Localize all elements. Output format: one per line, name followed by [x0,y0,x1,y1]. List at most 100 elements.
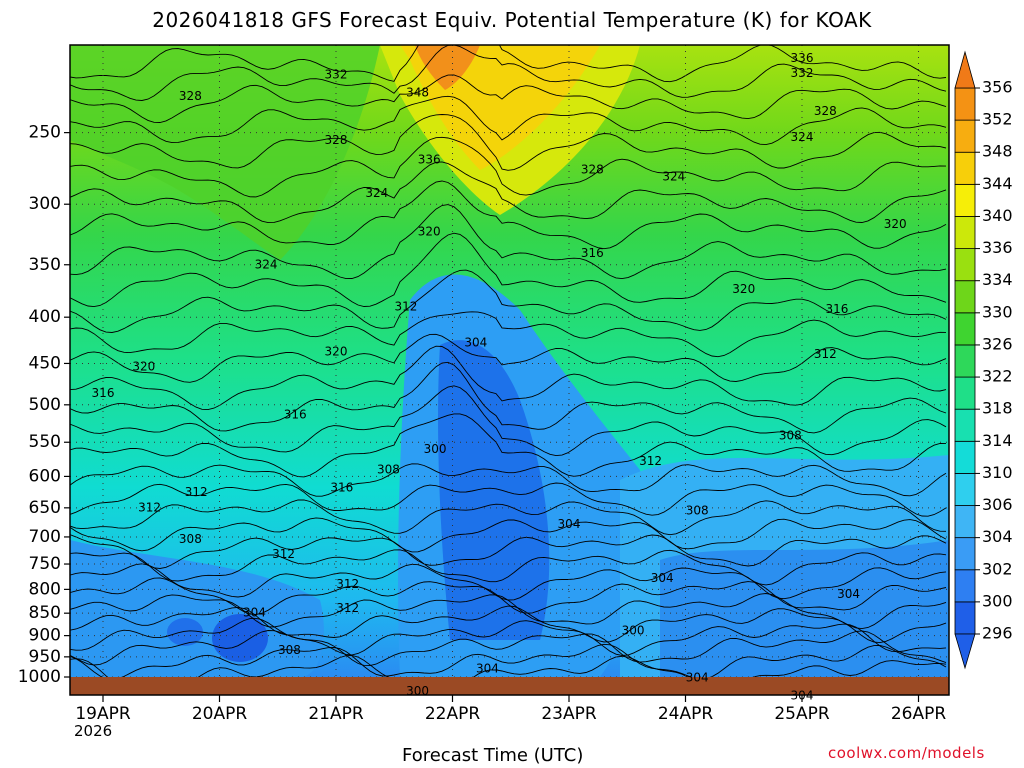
colorbar-segment [954,569,976,603]
colorbar-label: 340 [982,206,1013,225]
colorbar-segment [954,216,976,249]
contour-label: 316 [330,481,353,495]
contour-label: 316 [92,386,115,400]
contour-line [70,180,947,250]
upper-green-trough [70,45,380,260]
cool-core [438,340,550,640]
colorbar-segment [954,119,976,153]
contour-line [70,45,947,101]
contour-label: 332 [791,66,814,80]
contour-line [70,74,947,123]
x-tick-label: 25APR [774,704,830,724]
colorbar-label: 330 [982,302,1013,321]
contour-label: 304 [558,517,581,531]
colorbar-label: 326 [982,334,1013,353]
colorbar-label: 322 [982,367,1013,386]
contour-label: 312 [639,454,662,468]
contour-line [70,534,947,569]
contour-label: 320 [418,225,441,239]
y-tick-label: 450 [29,353,61,373]
colorbar-segment [954,505,976,539]
colorbar-label: 348 [982,142,1013,161]
contour-line [70,161,947,224]
colorbar-label: 352 [982,110,1013,129]
contour-label: 304 [651,571,674,585]
contour-line [70,361,947,434]
contour-label: 348 [406,85,429,99]
contour-labels: 3283323283483363363323283243283243243203… [92,51,907,703]
y-tick-label: 400 [29,307,61,327]
contour-label: 316 [581,246,604,260]
contour-label: 328 [814,104,837,118]
contour-line [70,269,947,333]
colorbar-segment [954,440,976,474]
contour-label: 308 [779,428,802,442]
contour-line [70,630,947,667]
contour-line [70,643,947,677]
y-tick-label: 950 [29,647,61,667]
y-tick-label: 300 [29,194,61,214]
colorbar-segment [954,537,976,571]
contour-label: 320 [132,359,155,373]
contour-label: 308 [278,643,301,657]
colorbar-segment [954,248,976,282]
x-tick-label: 21APR [308,704,364,724]
y-tick-label: 850 [29,603,61,623]
contour-lines [70,45,947,677]
y-tick-label: 650 [29,498,61,518]
contour-line [70,385,947,457]
contour-label: 304 [464,335,487,349]
y-tick-label: 900 [29,626,61,646]
colorbar-segment [954,280,976,314]
contour-label: 312 [272,547,295,561]
colorbar-label: 300 [982,591,1013,610]
contour-line [70,517,947,553]
contour-line [70,45,947,83]
colorbar-label: 304 [982,527,1013,546]
contour-label: 312 [138,500,161,514]
plot-frame [69,44,950,696]
colorbar: 296 300 302 304 306 310 314 318 322 326 330 334 336 3… [954,50,1013,670]
contour-label: 308 [686,503,709,517]
colorbar-segment [954,87,976,121]
contour-label: 324 [791,130,814,144]
contour-line [70,345,947,411]
y-tick-label: 750 [29,554,61,574]
contour-label: 324 [662,170,685,184]
x-tick-label: 26APR [891,704,947,724]
y-tick-label: 250 [29,123,61,143]
colorbar-label: 296 [982,624,1013,643]
x-tick-label: 23APR [541,704,597,724]
colorbar-label: 310 [982,463,1013,482]
contour-line [70,563,947,601]
contour-label: 316 [825,302,848,316]
x-tick-label: 24APR [658,704,714,724]
colorbar-segment [954,312,976,346]
contour-line [70,204,947,280]
early-cold-pocket-2 [167,618,203,646]
colorbar-label: 314 [982,431,1013,450]
contour-label: 316 [284,407,307,421]
colorbar-label: 336 [982,238,1013,257]
contour-label: 336 [418,152,441,166]
colorbar-segment [954,151,976,185]
contour-line [70,463,947,497]
colorbar-segment [954,376,976,410]
contour-line [70,655,947,677]
colorbar-label: 302 [982,559,1013,578]
y-axis: 250 300 350 400 450 500 550 600 650 700 750 800 850 9… [18,123,70,687]
colorbar-label: 334 [982,270,1013,289]
x-tick-label: 20APR [192,704,248,724]
contour-label: 336 [791,51,814,65]
contour-label: 328 [581,163,604,177]
contour-line [70,617,947,656]
contour-label: 304 [686,670,709,684]
colorbar-segment [954,601,976,635]
colorbar-segment [954,183,976,217]
contour-label: 304 [476,662,499,676]
source-credit[interactable]: coolwx.com/models [828,744,985,762]
contour-label: 328 [179,89,202,103]
y-tick-label: 1000 [18,667,61,687]
contour-label: 300 [406,684,429,698]
